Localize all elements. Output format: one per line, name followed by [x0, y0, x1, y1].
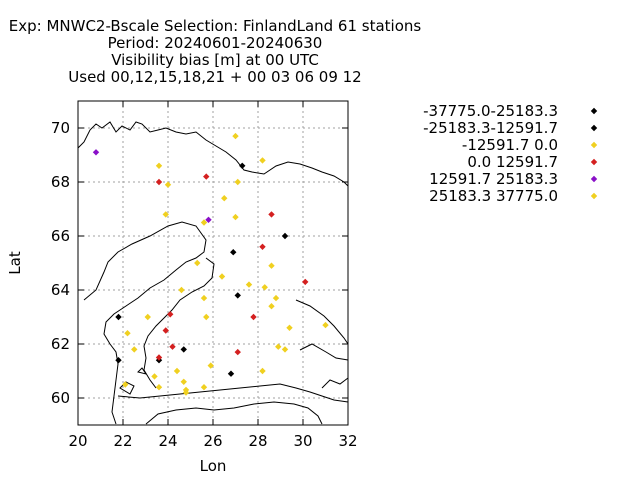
data-point: [131, 346, 138, 353]
title-line: Exp: MNWC2-Bscale Selection: FinlandLand…: [9, 17, 422, 35]
data-point: [203, 173, 210, 180]
title-line: Used 00,12,15,18,21 + 00 03 06 09 12: [68, 68, 361, 86]
data-point: [203, 313, 210, 321]
data-point: [261, 284, 268, 291]
data-point: [281, 346, 289, 353]
data-point: [155, 178, 163, 186]
data-point: [268, 303, 275, 310]
grid: [78, 101, 348, 425]
legend-label: -25183.3-12591.7: [423, 119, 558, 137]
x-tick-label: 24: [158, 432, 177, 450]
data-point: [155, 162, 163, 169]
data-point: [164, 181, 172, 188]
data-point: [218, 273, 226, 280]
data-point: [180, 346, 187, 353]
data-point: [234, 292, 241, 299]
data-point: [259, 367, 266, 375]
data-point: [230, 249, 237, 256]
data-point: [155, 354, 163, 361]
data-point: [182, 386, 190, 394]
y-tick-label: 68: [51, 173, 70, 191]
data-point: [232, 132, 239, 140]
coastline-map: [77, 121, 349, 425]
x-tick-label: 32: [338, 432, 357, 450]
x-axis: 20 22 24 26 28 30 32: [68, 101, 358, 450]
legend-label: 0.0 12591.7: [467, 153, 558, 171]
title-line: Visibility bias [m] at 00 UTC: [111, 51, 319, 69]
x-tick-label: 26: [203, 432, 222, 450]
x-axis-label: Lon: [200, 457, 227, 475]
data-point: [259, 243, 266, 250]
data-point: [162, 211, 169, 218]
chart-title: Exp: MNWC2-Bscale Selection: FinlandLand…: [9, 17, 422, 86]
data-point: [207, 362, 214, 369]
data-point: [155, 384, 163, 391]
data-point: [281, 232, 289, 240]
data-point: [205, 216, 212, 223]
data-point: [234, 178, 241, 186]
data-point: [259, 157, 266, 164]
data-point: [239, 162, 246, 169]
legend-label: 25183.3 37775.0: [429, 187, 558, 205]
data-point: [200, 219, 208, 226]
data-point: [234, 348, 241, 356]
legend-label: -37775.0-25183.3: [423, 102, 558, 120]
legend: -37775.0-25183.3-25183.3-12591.7-12591.7…: [423, 102, 598, 205]
title-line: Period: 20240601-20240630: [108, 34, 323, 52]
data-point: [167, 311, 174, 318]
data-point: [178, 286, 185, 294]
y-axis-label: Lat: [6, 251, 24, 275]
data-point: [250, 313, 257, 321]
x-tick-label: 20: [68, 432, 87, 450]
data-point: [144, 313, 151, 321]
data-point: [245, 281, 253, 288]
data-point: [268, 262, 275, 269]
y-tick-label: 66: [51, 227, 70, 245]
legend-label: 12591.7 25183.3: [429, 170, 558, 188]
y-axis: 60 62 64 66 68 70: [51, 119, 348, 407]
data-point: [200, 294, 208, 302]
data-point: [275, 343, 282, 350]
legend-marker: [590, 158, 598, 166]
data-point: [124, 330, 131, 337]
x-tick-label: 30: [293, 432, 312, 450]
data-point: [286, 324, 293, 331]
data-point: [232, 213, 239, 221]
data-point: [180, 378, 187, 385]
legend-marker: [590, 107, 598, 115]
data-point: [169, 343, 176, 350]
data-point: [115, 357, 122, 364]
data-point: [200, 384, 208, 391]
data-point: [151, 373, 158, 380]
y-tick-label: 62: [51, 335, 70, 353]
data-point: [268, 211, 275, 218]
data-point: [302, 278, 309, 286]
data-point: [227, 370, 235, 377]
data-points: [92, 132, 329, 396]
data-point: [173, 367, 181, 375]
y-tick-label: 70: [51, 119, 70, 137]
legend-marker: [590, 175, 598, 183]
x-tick-label: 28: [248, 432, 267, 450]
data-point: [322, 321, 329, 329]
data-point: [221, 195, 228, 202]
data-point: [162, 327, 169, 334]
legend-label: -12591.7 0.0: [462, 136, 558, 154]
legend-marker: [590, 141, 598, 149]
data-point: [194, 259, 201, 267]
data-point: [272, 294, 280, 302]
legend-marker: [590, 192, 598, 200]
data-point: [122, 381, 129, 388]
y-tick-label: 60: [51, 389, 70, 407]
x-tick-label: 22: [113, 432, 132, 450]
legend-marker: [590, 124, 598, 132]
y-tick-label: 64: [51, 281, 70, 299]
data-point: [92, 149, 100, 156]
data-point: [115, 313, 122, 321]
